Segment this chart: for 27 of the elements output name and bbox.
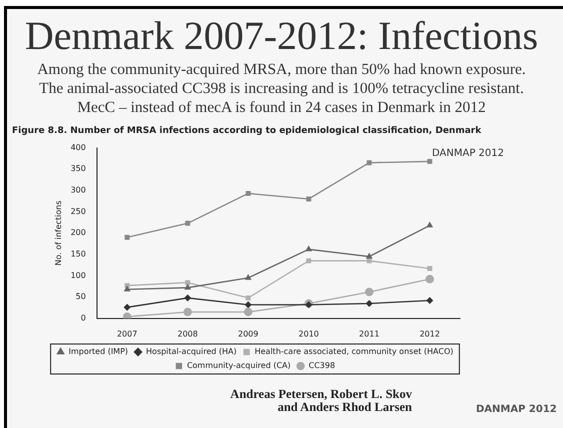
y-tick-label: 100 [70,270,86,280]
y-tick-label: 250 [70,206,86,216]
chart-title: Denmark 2007-2012: Infections [24,12,540,59]
annotation: DANMAP 2012 [432,148,504,159]
y-tick-label: 150 [70,250,86,259]
y-axis-title: No. of infections [54,200,63,266]
legend-label: Community-acquired (CA) [186,361,291,370]
legend-label: Imported (IMP) [68,347,128,356]
text: DANMAP 2012 [476,404,557,415]
x-tick-label: 2009 [238,329,258,338]
legend-label: Hospital-acquired (HA) [146,347,237,356]
x-tick-label: 2012 [420,329,440,338]
y-tick-label: 200 [70,228,86,238]
y-tick-label: 50 [76,292,86,302]
y-tick-label: 300 [70,186,86,195]
legend-label: CC398 [308,361,336,370]
y-tick-label: 400 [70,142,86,152]
x-tick-label: 2007 [116,329,138,338]
chart-subtitle: Among the community-acquired MRSA, more than 50% had known exposure. The animal-associated CC398 is increasing and is 100% tetracycline resistant. MecC – instead of mecA is found in 24 cases in Denmark in 2012 [36,60,527,117]
caption: Figure 8.8. Number of MRSA infections according to epidemiological classification, Denmark [12,126,482,136]
x-tick-label: 2008 [177,329,198,338]
x-tick-label: 2011 [359,329,380,338]
y-tick-label: 0 [80,313,86,322]
x-tick-label: 2010 [298,329,319,338]
text: Andreas Petersen, Robert L. Skov and Anders Rhod Larsen [229,387,412,414]
y-tick-label: 350 [70,164,86,174]
legend-label: Health-care associated, community onset (HACO) [254,347,454,356]
